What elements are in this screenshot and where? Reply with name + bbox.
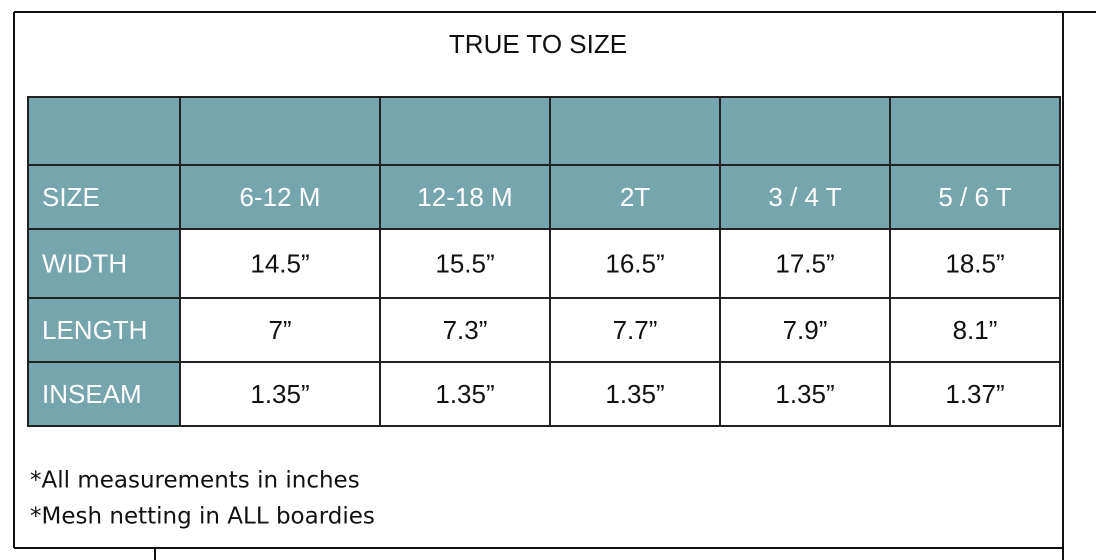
- header-cell: [27, 96, 181, 166]
- cell: [719, 228, 891, 299]
- column-label: 5 / 6 T: [938, 182, 1011, 212]
- row-label: INSEAM: [42, 379, 142, 409]
- header-cell: [27, 164, 181, 230]
- cell: [179, 228, 381, 299]
- note: *All measurements in inches: [30, 468, 360, 494]
- cell: [719, 361, 891, 427]
- cell: [719, 297, 891, 363]
- cell-value: 14.5”: [250, 248, 309, 278]
- row-label: SIZE: [42, 182, 100, 212]
- cell-value: 18.5”: [945, 248, 1004, 278]
- cell-value: 7.9”: [783, 315, 828, 345]
- cell-value: 1.35”: [250, 379, 309, 409]
- cell-value: 15.5”: [435, 248, 494, 278]
- cell-value: 1.35”: [605, 379, 664, 409]
- column-label: 2T: [620, 182, 650, 212]
- header-cell: [719, 96, 891, 166]
- cell-value: 8.1”: [953, 315, 998, 345]
- cell-value: 1.37”: [945, 379, 1004, 409]
- header-cell: [27, 228, 181, 299]
- column-label: 3 / 4 T: [768, 182, 841, 212]
- note: *Mesh netting in ALL boardies: [30, 504, 375, 530]
- cell: [889, 297, 1061, 363]
- column-label: 6-12 M: [240, 182, 321, 212]
- cell: [549, 297, 721, 363]
- cell-value: 16.5”: [605, 248, 664, 278]
- cell-value: 7”: [268, 315, 291, 345]
- cell: [179, 361, 381, 427]
- title: TRUE TO SIZE: [449, 29, 627, 59]
- cell-value: 17.5”: [775, 248, 834, 278]
- header-cell: [27, 361, 181, 427]
- header-cell: [379, 96, 551, 166]
- header-cell: [549, 96, 721, 166]
- column-label: 12-18 M: [417, 182, 512, 212]
- cell-value: 1.35”: [775, 379, 834, 409]
- header-cell: [889, 96, 1061, 166]
- cell-value: 7.7”: [613, 315, 658, 345]
- size-table: SIZE 6-12 M 12-18 M 2T 3 / 4 T 5 / 6 T WIDTH 14…: [27, 96, 1061, 427]
- row-label: LENGTH: [42, 315, 147, 345]
- cell-value: 1.35”: [435, 379, 494, 409]
- header-cell: [889, 164, 1061, 230]
- cell: [549, 361, 721, 427]
- cell: [179, 297, 381, 363]
- header-cell: [179, 96, 381, 166]
- cell: [379, 297, 551, 363]
- cell-value: 7.3”: [443, 315, 488, 345]
- cell: [889, 361, 1061, 427]
- row-label: WIDTH: [42, 248, 127, 278]
